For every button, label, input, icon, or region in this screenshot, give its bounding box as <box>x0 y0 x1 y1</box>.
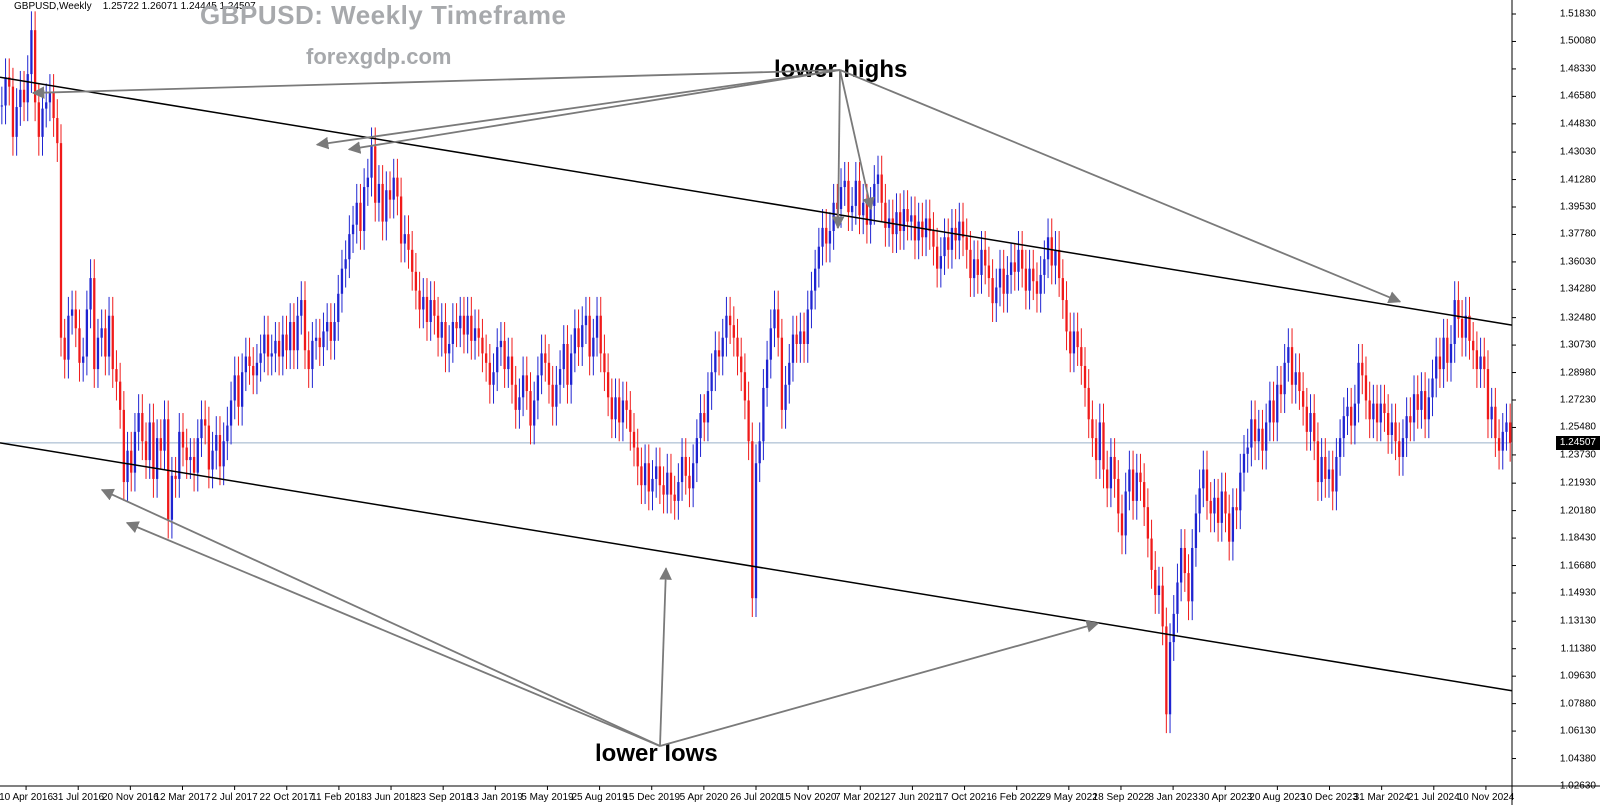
y-tick-label: 1.21930 <box>1560 478 1596 489</box>
y-tick-label: 1.46580 <box>1560 91 1596 102</box>
price-chart <box>0 0 1600 805</box>
x-tick-label: 22 Oct 2017 <box>260 792 314 803</box>
y-tick-label: 1.43030 <box>1560 147 1596 158</box>
x-tick-label: 17 Oct 2021 <box>937 792 991 803</box>
y-tick-label: 1.02630 <box>1560 781 1596 792</box>
x-tick-label: 11 Feb 2018 <box>311 792 366 803</box>
y-tick-label: 1.20180 <box>1560 505 1596 516</box>
x-tick-label: 10 Nov 2024 <box>1458 792 1515 803</box>
y-tick-label: 1.44830 <box>1560 118 1596 129</box>
y-tick-label: 1.07880 <box>1560 698 1596 709</box>
y-tick-label: 1.30730 <box>1560 340 1596 351</box>
y-tick-label: 1.04380 <box>1560 753 1596 764</box>
y-tick-label: 1.06130 <box>1560 726 1596 737</box>
x-tick-label: 12 Mar 2017 <box>154 792 210 803</box>
x-tick-label: 5 Apr 2020 <box>680 792 728 803</box>
y-tick-label: 1.37780 <box>1560 229 1596 240</box>
x-tick-label: 7 Mar 2021 <box>835 792 886 803</box>
y-tick-label: 1.36030 <box>1560 256 1596 267</box>
x-tick-label: 31 Mar 2024 <box>1354 792 1410 803</box>
y-tick-label: 1.27230 <box>1560 395 1596 406</box>
x-tick-label: 21 Jul 2024 <box>1408 792 1460 803</box>
y-tick-label: 1.13130 <box>1560 616 1596 627</box>
x-tick-label: 25 Aug 2019 <box>571 792 627 803</box>
x-tick-label: 15 Dec 2019 <box>623 792 680 803</box>
x-tick-label: 10 Apr 2016 <box>0 792 53 803</box>
y-tick-label: 1.39530 <box>1560 202 1596 213</box>
x-tick-label: 29 May 2022 <box>1040 792 1098 803</box>
y-tick-label: 1.41280 <box>1560 174 1596 185</box>
x-tick-label: 30 Apr 2023 <box>1198 792 1252 803</box>
y-tick-label: 1.16680 <box>1560 560 1596 571</box>
x-tick-label: 27 Jun 2021 <box>885 792 940 803</box>
x-tick-label: 31 Jul 2016 <box>52 792 104 803</box>
x-tick-label: 2 Jul 2017 <box>212 792 258 803</box>
x-tick-label: 10 Dec 2023 <box>1301 792 1358 803</box>
y-tick-label: 1.11380 <box>1561 643 1596 654</box>
y-tick-label: 1.50080 <box>1560 36 1596 47</box>
y-tick-label: 1.51830 <box>1560 9 1596 20</box>
x-tick-label: 5 May 2019 <box>521 792 573 803</box>
x-tick-label: 20 Nov 2016 <box>102 792 159 803</box>
x-tick-label: 23 Sep 2018 <box>415 792 472 803</box>
y-tick-label: 1.23730 <box>1560 449 1596 460</box>
x-tick-label: 15 Nov 2020 <box>780 792 837 803</box>
y-tick-label: 1.25480 <box>1560 422 1596 433</box>
y-tick-label: 1.09630 <box>1560 671 1596 682</box>
x-tick-label: 6 Feb 2022 <box>991 792 1042 803</box>
last-price-badge: 1.24507 <box>1556 436 1600 450</box>
x-tick-label: 8 Jan 2023 <box>1148 792 1198 803</box>
x-tick-label: 20 Aug 2023 <box>1249 792 1305 803</box>
y-tick-label: 1.28980 <box>1560 367 1596 378</box>
x-tick-label: 3 Jun 2018 <box>366 792 416 803</box>
x-tick-label: 18 Sep 2022 <box>1093 792 1150 803</box>
y-tick-label: 1.32480 <box>1560 312 1596 323</box>
y-tick-label: 1.14930 <box>1560 588 1596 599</box>
y-tick-label: 1.34280 <box>1560 284 1596 295</box>
y-tick-label: 1.18430 <box>1560 533 1596 544</box>
x-tick-label: 13 Jan 2019 <box>468 792 523 803</box>
x-tick-label: 26 Jul 2020 <box>730 792 782 803</box>
y-tick-label: 1.48330 <box>1560 63 1596 74</box>
